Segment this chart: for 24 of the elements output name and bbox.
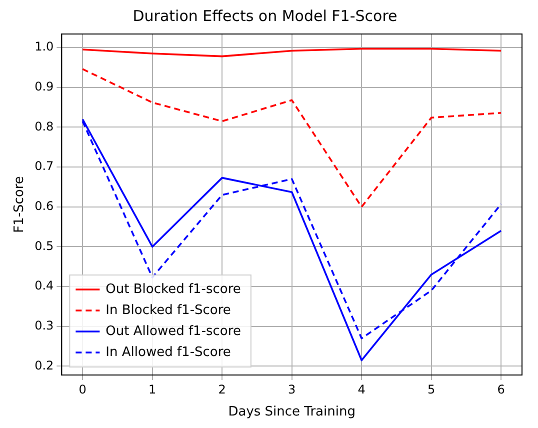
y-tick-label: 0.8 <box>34 119 54 134</box>
legend-label: In Blocked f1-Score <box>106 302 231 318</box>
x-tick-label: 3 <box>288 382 296 396</box>
x-tick-label: 4 <box>358 382 366 396</box>
y-tick-label: 0.5 <box>34 238 54 253</box>
legend-label: Out Allowed f1-score <box>106 324 241 339</box>
chart-title: Duration Effects on Model F1-Score <box>132 6 398 25</box>
y-tick-label: 1.0 <box>34 40 54 54</box>
y-axis-title: F1-Score <box>12 176 28 233</box>
y-tick-label: 0.2 <box>34 358 54 372</box>
x-tick-label: 1 <box>148 382 156 396</box>
y-tick-label: 0.4 <box>34 278 54 293</box>
x-axis-title: Days Since Training <box>228 404 356 420</box>
y-tick-label: 0.6 <box>34 199 54 214</box>
x-tick-label: 5 <box>428 382 436 396</box>
line-series <box>82 68 502 208</box>
y-tick-label: 0.7 <box>34 159 54 174</box>
y-tick-label: 0.3 <box>34 318 54 333</box>
legend-label: In Allowed f1-Score <box>106 344 231 360</box>
x-tick-label: 6 <box>497 382 505 396</box>
x-tick-label: 2 <box>218 382 226 396</box>
x-tick-label: 0 <box>78 382 86 396</box>
y-tick-label: 0.9 <box>34 80 54 94</box>
legend-label: Out Blocked f1-score <box>106 282 241 297</box>
